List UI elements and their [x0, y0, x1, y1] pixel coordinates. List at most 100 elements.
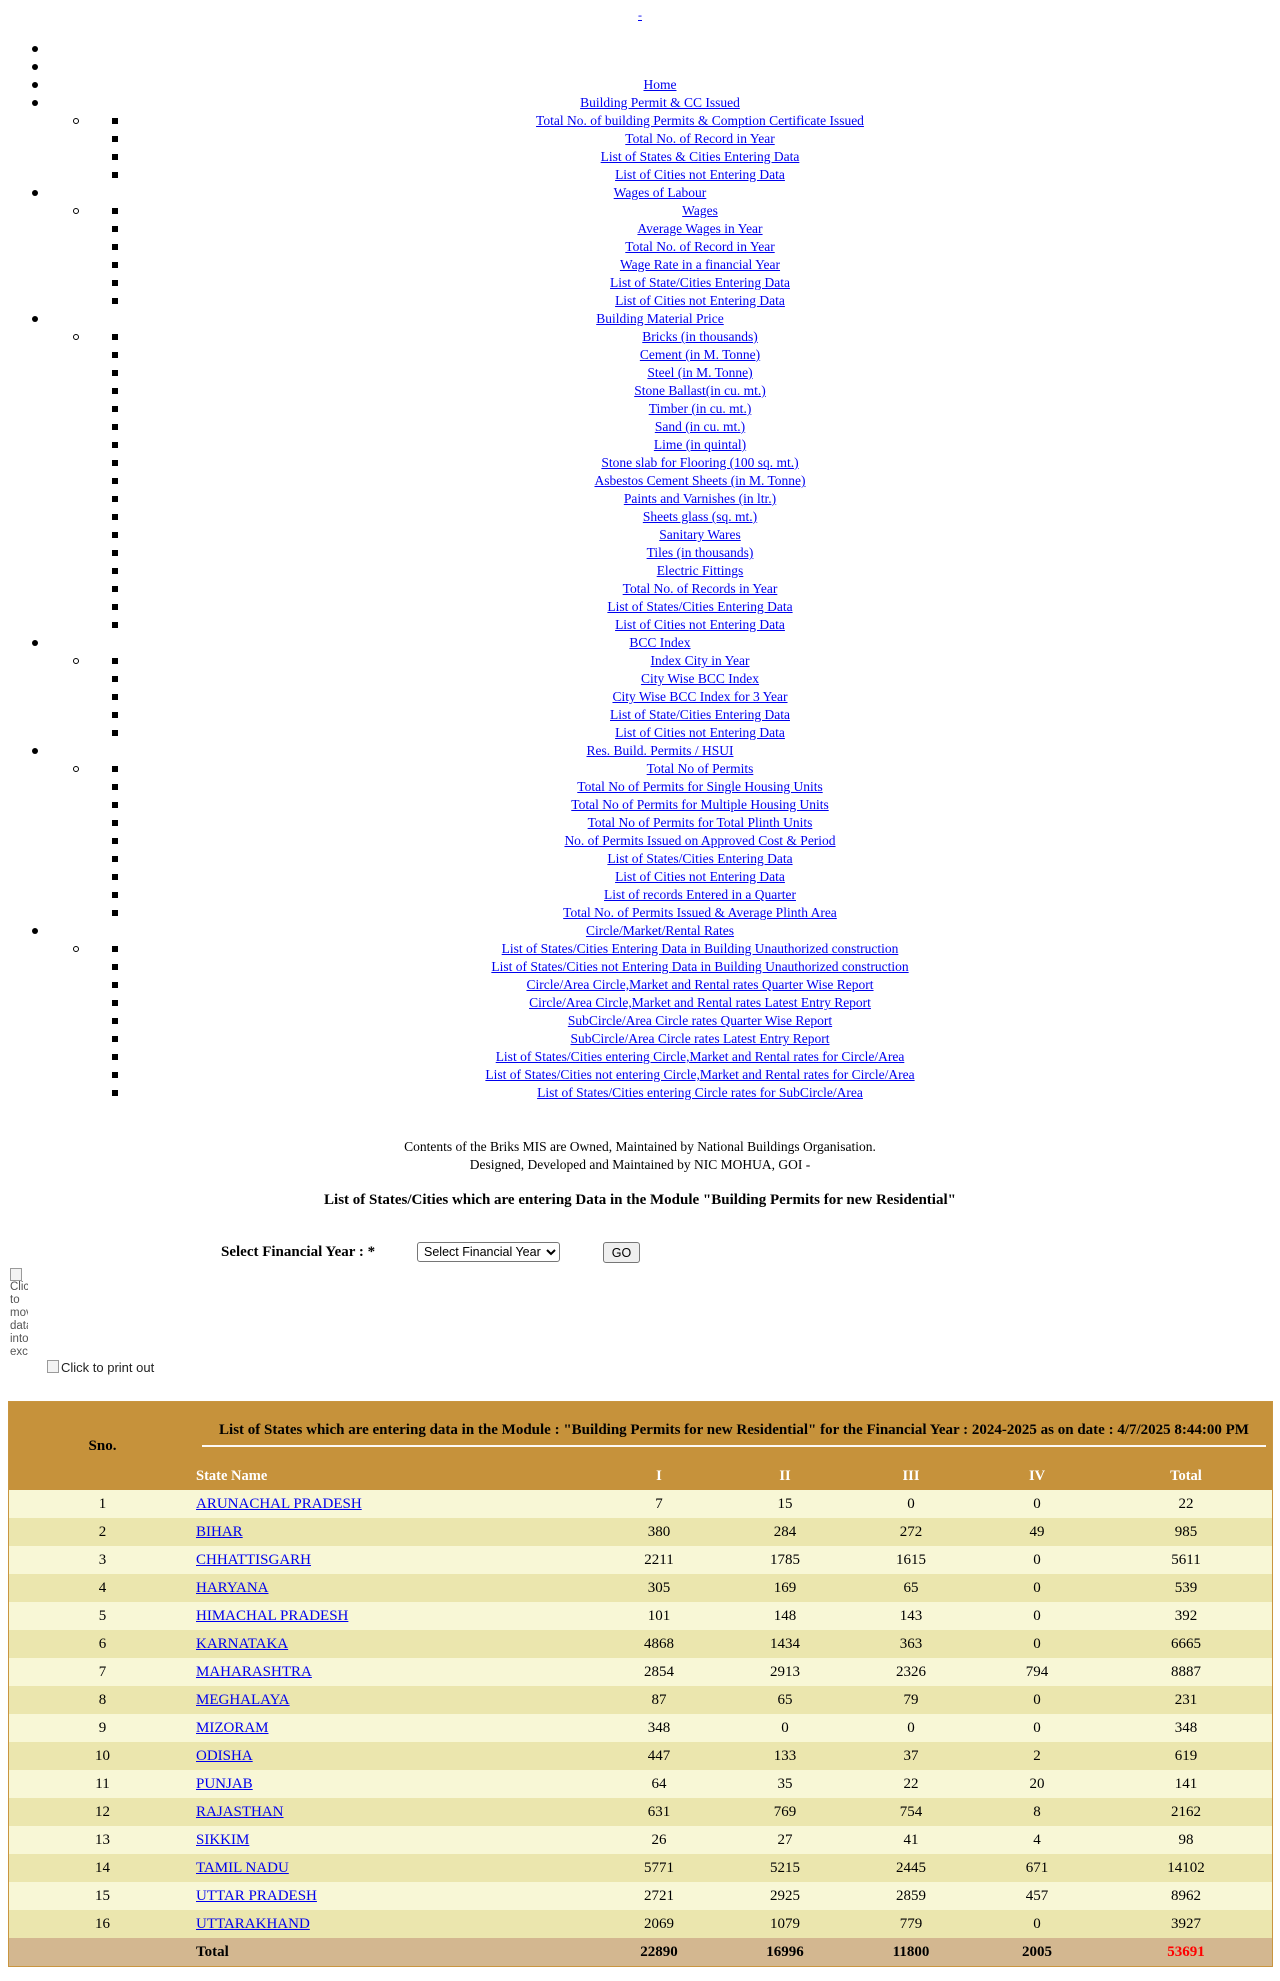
nav-sublink[interactable]: Wage Rate in a financial Year: [619, 257, 781, 272]
state-name-link[interactable]: PUNJAB: [196, 1775, 253, 1792]
nav-sublink[interactable]: Tiles (in thousands): [646, 545, 754, 560]
state-name-link[interactable]: MEGHALAYA: [196, 1691, 290, 1708]
financial-year-select[interactable]: Select Financial Year: [417, 1242, 560, 1262]
nav-sublink[interactable]: Electric Fittings: [656, 563, 744, 578]
print-icon[interactable]: Click to print out: [47, 1360, 154, 1375]
state-name-link[interactable]: SIKKIM: [196, 1831, 250, 1848]
nav-sublink[interactable]: Lime (in quintal): [653, 437, 747, 452]
nav-sublink[interactable]: Circle/Area Circle,Market and Rental rat…: [526, 977, 874, 992]
nav-sublink[interactable]: SubCircle/Area Circle rates Quarter Wise…: [567, 1013, 833, 1028]
nav-sublink[interactable]: List of States/Cities not Entering Data …: [491, 959, 909, 974]
nav-sublink[interactable]: Total No. of Record in Year: [625, 131, 775, 146]
state-name-link[interactable]: HARYANA: [196, 1579, 269, 1596]
nav-sublink[interactable]: Asbestos Cement Sheets (in M. Tonne): [594, 473, 806, 488]
table-row: 1 ARUNACHAL PRADESH 7 15 0 0 22: [8, 1490, 1273, 1518]
nav-section-link[interactable]: Building Permit & CC Issued: [580, 95, 740, 110]
square-bullet: [112, 334, 118, 340]
nav-sublink[interactable]: List of Cities not Entering Data: [615, 293, 785, 308]
go-button[interactable]: GO: [603, 1242, 640, 1263]
nav-sublink[interactable]: List of Cities not Entering Data: [615, 725, 785, 740]
nav-sublink[interactable]: No. of Permits Issued on Approved Cost &…: [564, 833, 836, 848]
export-excel-icon[interactable]: Click to move data into excel: [10, 1268, 28, 1374]
state-name-link[interactable]: UTTAR PRADESH: [196, 1887, 317, 1904]
broken-image-icon: [47, 1360, 59, 1373]
nav-section-link[interactable]: Wages of Labour: [613, 185, 707, 200]
state-name-cell: BIHAR: [196, 1518, 596, 1546]
nav-sublink[interactable]: Average Wages in Year: [637, 221, 763, 236]
nav-subitem: No. of Permits Issued on Approved Cost &…: [0, 832, 1280, 850]
row-total-value: 22: [1100, 1490, 1273, 1518]
nav-section-link[interactable]: Building Material Price: [596, 311, 724, 326]
nav-sublink[interactable]: Cement (in M. Tonne): [639, 347, 761, 362]
quarter-1-value: 631: [596, 1798, 722, 1826]
table-row: 9 MIZORAM 348 0 0 0 348: [8, 1714, 1273, 1742]
nav-sublink[interactable]: Total No of Permits for Multiple Housing…: [571, 797, 829, 812]
nav-sublink[interactable]: Total No. of Record in Year: [625, 239, 775, 254]
quarter-3-value: 2326: [848, 1658, 974, 1686]
state-name-link[interactable]: MIZORAM: [196, 1719, 269, 1736]
nav-section-link[interactable]: Home: [643, 77, 677, 92]
nav-sublink[interactable]: Bricks (in thousands): [642, 329, 758, 344]
nav-sublink[interactable]: Index City in Year: [650, 653, 750, 668]
square-bullet: [112, 604, 118, 610]
state-name-link[interactable]: HIMACHAL PRADESH: [196, 1607, 349, 1624]
state-name-link[interactable]: TAMIL NADU: [196, 1859, 289, 1876]
row-sno: 2: [8, 1518, 196, 1546]
nav-section-link[interactable]: Res. Build. Permits / HSUI: [586, 743, 734, 758]
circle-bullet: [73, 118, 79, 124]
nav-section-link[interactable]: BCC Index: [629, 635, 691, 650]
nav-sublink[interactable]: Sheets glass (sq. mt.): [642, 509, 758, 524]
nav-sublink[interactable]: List of Cities not Entering Data: [615, 869, 785, 884]
state-name-link[interactable]: CHHATTISGARH: [196, 1551, 312, 1568]
nav-sublink[interactable]: List of Cities not Entering Data: [615, 617, 785, 632]
quarter-2-value: 0: [722, 1714, 848, 1742]
state-name-link[interactable]: ARUNACHAL PRADESH: [196, 1495, 362, 1512]
nav-sublink[interactable]: List of States/Cities Entering Data: [607, 851, 793, 866]
nav-sublink[interactable]: List of Cities not Entering Data: [615, 167, 785, 182]
nav-sublink[interactable]: Timber (in cu. mt.): [648, 401, 752, 416]
nav-sublink[interactable]: Total No of Permits: [646, 761, 754, 776]
nav-sublink[interactable]: List of State/Cities Entering Data: [610, 707, 790, 722]
nav-sublink[interactable]: Stone Ballast(in cu. mt.): [634, 383, 766, 398]
nav-sublink[interactable]: City Wise BCC Index: [640, 671, 760, 686]
square-bullet: [112, 406, 118, 412]
nav-sublink[interactable]: Paints and Varnishes (in ltr.): [623, 491, 777, 506]
state-name-link[interactable]: RAJASTHAN: [196, 1803, 284, 1820]
nav-sublink[interactable]: List of States/Cities entering Circle,Ma…: [495, 1049, 905, 1064]
nav-sublink[interactable]: Total No of Permits for Total Plinth Uni…: [587, 815, 813, 830]
nav-sublink[interactable]: Sand (in cu. mt.): [654, 419, 746, 434]
nav-sublink[interactable]: Total No. of Permits Issued & Average Pl…: [563, 905, 837, 920]
state-name-link[interactable]: ODISHA: [196, 1747, 253, 1764]
nav-sublink[interactable]: Sanitary Wares: [659, 527, 741, 542]
state-name-link[interactable]: MAHARASHTRA: [196, 1663, 312, 1680]
nav-sublink[interactable]: List of States/Cities Entering Data: [607, 599, 793, 614]
nav-sublink[interactable]: Stone slab for Flooring (100 sq. mt.): [601, 455, 799, 470]
nav-sublink[interactable]: List of State/Cities Entering Data: [610, 275, 790, 290]
nav-sublink[interactable]: Total No. of Records in Year: [622, 581, 778, 596]
nav-sublink[interactable]: Total No of Permits for Single Housing U…: [577, 779, 823, 794]
nav-sublink[interactable]: Steel (in M. Tonne): [647, 365, 753, 380]
nav-section-link[interactable]: Circle/Market/Rental Rates: [585, 923, 735, 938]
nav-sublink[interactable]: List of States/Cities entering Circle ra…: [537, 1085, 863, 1100]
quarter-4-value: 4: [974, 1826, 1100, 1854]
state-name-link[interactable]: UTTARAKHAND: [196, 1915, 310, 1932]
nav-sublink[interactable]: Total No. of building Permits & Comption…: [536, 113, 864, 128]
state-name-link[interactable]: BIHAR: [196, 1523, 243, 1540]
disc-bullet: [32, 100, 38, 106]
nav-sublink[interactable]: List of States/Cities not entering Circl…: [485, 1067, 915, 1082]
nav-sublink[interactable]: City Wise BCC Index for 3 Year: [612, 689, 788, 704]
square-bullet: [112, 208, 118, 214]
nav-sublink[interactable]: Wages: [682, 203, 718, 218]
nav-sublink[interactable]: Circle/Area Circle,Market and Rental rat…: [529, 995, 871, 1010]
nav-sublink[interactable]: List of States/Cities Entering Data in B…: [501, 941, 899, 956]
square-bullet: [112, 244, 118, 250]
nav-sublink[interactable]: SubCircle/Area Circle rates Latest Entry…: [570, 1031, 830, 1046]
nav-sublink[interactable]: List of States & Cities Entering Data: [600, 149, 800, 164]
nav-sublink[interactable]: List of records Entered in a Quarter: [604, 887, 796, 902]
state-name-cell: SIKKIM: [196, 1826, 596, 1854]
disc-bullet: [32, 64, 38, 70]
state-name-link[interactable]: KARNATAKA: [196, 1635, 289, 1652]
quarter-4-value: 457: [974, 1882, 1100, 1910]
top-link[interactable]: -: [638, 8, 642, 22]
quarter-2-value: 2925: [722, 1882, 848, 1910]
